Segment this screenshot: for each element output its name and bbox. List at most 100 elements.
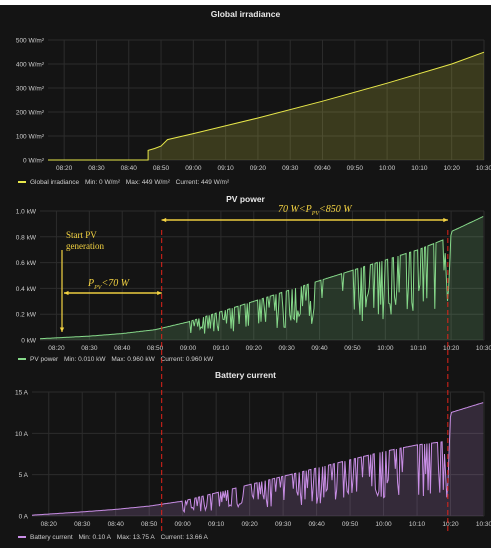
legend-min: Min: 0 W/m² — [84, 179, 120, 186]
x-tick-label: 08:50 — [153, 165, 170, 172]
x-tick-label: 10:20 — [443, 345, 460, 352]
y-tick-label: 0.8 kW — [16, 234, 37, 241]
y-tick-label: 400 W/m² — [16, 62, 45, 69]
x-tick-label: 09:00 — [180, 345, 197, 352]
high-range-annotation: 70 W<PPV<850 W — [278, 204, 352, 217]
low-range-prefix: P — [88, 278, 95, 289]
series-area — [40, 216, 484, 340]
legend-series-name: Battery current — [30, 534, 73, 541]
y-tick-label: 0 W/m² — [23, 158, 45, 165]
x-tick-label: 09:00 — [185, 165, 202, 172]
x-tick-label: 09:50 — [342, 521, 359, 528]
x-tick-label: 08:40 — [108, 521, 125, 528]
y-tick-label: 0.6 kW — [16, 260, 37, 267]
x-tick-label: 10:10 — [411, 165, 428, 172]
series-area — [32, 402, 484, 516]
legend-max: Max: 0.960 kW — [111, 356, 155, 363]
x-tick-label: 08:40 — [114, 345, 131, 352]
y-tick-label: 300 W/m² — [16, 86, 45, 93]
x-tick-label: 09:10 — [217, 165, 234, 172]
legend-current: Current: 13.66 A — [160, 534, 208, 541]
pv-power-chart[interactable]: 0 kW 0.2 kW 0.4 kW 0.6 kW 0.8 kW 1.0 kW 08:20 0… — [0, 190, 491, 370]
y-tick-label: 15 A — [15, 390, 29, 397]
high-range-suffix: <850 W — [319, 204, 352, 215]
y-tick-label: 0 kW — [21, 338, 37, 345]
low-range-sub: PV — [94, 285, 102, 291]
x-tick-label: 09:00 — [175, 521, 192, 528]
x-tick-label: 10:00 — [377, 345, 394, 352]
legend-series-name: Global irradiance — [30, 179, 80, 186]
legend-min: Min: 0.10 A — [78, 534, 111, 541]
y-tick-label: 0.2 kW — [16, 312, 37, 319]
legend-swatch — [18, 536, 26, 539]
irradiance-chart[interactable]: 0 W/m² 100 W/m² 200 W/m² 300 W/m² 400 W/m² 50… — [0, 5, 491, 192]
x-tick-label: 09:50 — [347, 165, 364, 172]
x-tick-label: 10:30 — [476, 345, 491, 352]
x-tick-label: 09:20 — [250, 165, 267, 172]
x-tick-label: 09:10 — [208, 521, 225, 528]
legend-min: Min: 0.010 kW — [64, 356, 106, 363]
x-tick-label: 09:20 — [246, 345, 263, 352]
legend-series-name: PV power — [30, 356, 59, 363]
legend[interactable]: PV power Min: 0.010 kW Max: 0.960 kW Cur… — [18, 356, 217, 363]
x-tick-label: 10:00 — [379, 165, 396, 172]
panel-title[interactable]: PV power — [226, 194, 265, 204]
x-tick-label: 08:30 — [88, 165, 105, 172]
x-tick-label: 10:20 — [444, 165, 461, 172]
battery-current-panel: Battery current 0 A 5 A 10 A 15 A 08:20 08:30… — [0, 366, 491, 548]
legend-current: Current: 0.960 kW — [160, 356, 214, 363]
x-tick-label: 09:50 — [344, 345, 361, 352]
x-tick-label: 09:40 — [314, 165, 331, 172]
x-tick-label: 08:40 — [121, 165, 138, 172]
x-tick-label: 08:20 — [41, 521, 58, 528]
x-tick-label: 09:40 — [311, 345, 328, 352]
x-tick-label: 10:00 — [375, 521, 392, 528]
irradiance-panel: Global irradiance 0 W/m² 100 W/m² 200 W/m²… — [0, 5, 491, 192]
x-tick-label: 10:10 — [409, 521, 426, 528]
y-tick-label: 0 A — [19, 514, 29, 521]
battery-current-chart[interactable]: 0 A 5 A 10 A 15 A 08:20 08:30 08:40 08:50 09:00 0… — [0, 366, 491, 548]
pv-power-panel: PV power 0 kW 0.2 kW 0.4 kW 0.6 kW 0.8 kW 1.0… — [0, 190, 491, 370]
legend-swatch — [18, 358, 26, 361]
x-tick-label: 10:20 — [442, 521, 459, 528]
x-tick-label: 10:30 — [476, 521, 491, 528]
legend-current: Current: 449 W/m² — [175, 179, 230, 186]
x-tick-label: 08:50 — [147, 345, 164, 352]
x-tick-label: 10:30 — [476, 165, 491, 172]
x-tick-label: 10:10 — [410, 345, 427, 352]
legend-max: Max: 13.75 A — [116, 534, 155, 541]
x-tick-label: 08:20 — [56, 165, 73, 172]
x-tick-label: 09:40 — [308, 521, 325, 528]
y-tick-label: 200 W/m² — [16, 110, 45, 117]
x-tick-label: 08:20 — [48, 345, 65, 352]
legend-swatch — [18, 181, 26, 184]
x-tick-label: 08:50 — [141, 521, 158, 528]
low-range-annotation: PPV<70 W — [88, 278, 129, 291]
y-tick-label: 1.0 kW — [16, 209, 37, 216]
legend-max: Max: 449 W/m² — [125, 179, 170, 186]
x-tick-label: 08:30 — [74, 521, 91, 528]
y-tick-label: 0.4 kW — [16, 286, 37, 293]
x-tick-label: 09:10 — [213, 345, 230, 352]
high-range-sub: PV — [311, 211, 320, 217]
series-line — [31, 402, 484, 516]
legend[interactable]: Battery current Min: 0.10 A Max: 13.75 A… — [18, 534, 212, 541]
y-tick-label: 10 A — [15, 431, 29, 438]
x-tick-label: 08:30 — [81, 345, 98, 352]
y-tick-label: 5 A — [19, 472, 29, 479]
panel-title[interactable]: Battery current — [215, 370, 276, 380]
series-line — [39, 216, 484, 340]
series-area — [48, 52, 484, 161]
x-tick-label: 09:20 — [241, 521, 258, 528]
low-range-suffix: <70 W — [101, 278, 130, 289]
series-line — [48, 51, 485, 161]
panel-title[interactable]: Global irradiance — [210, 9, 281, 19]
y-tick-label: 500 W/m² — [16, 38, 45, 45]
x-tick-label: 09:30 — [275, 521, 292, 528]
legend[interactable]: Global irradiance Min: 0 W/m² Max: 449 W… — [18, 179, 233, 186]
x-tick-label: 09:30 — [282, 165, 299, 172]
y-tick-label: 100 W/m² — [16, 134, 45, 141]
high-range-prefix: 70 W<P — [278, 204, 312, 215]
x-tick-label: 09:30 — [279, 345, 296, 352]
